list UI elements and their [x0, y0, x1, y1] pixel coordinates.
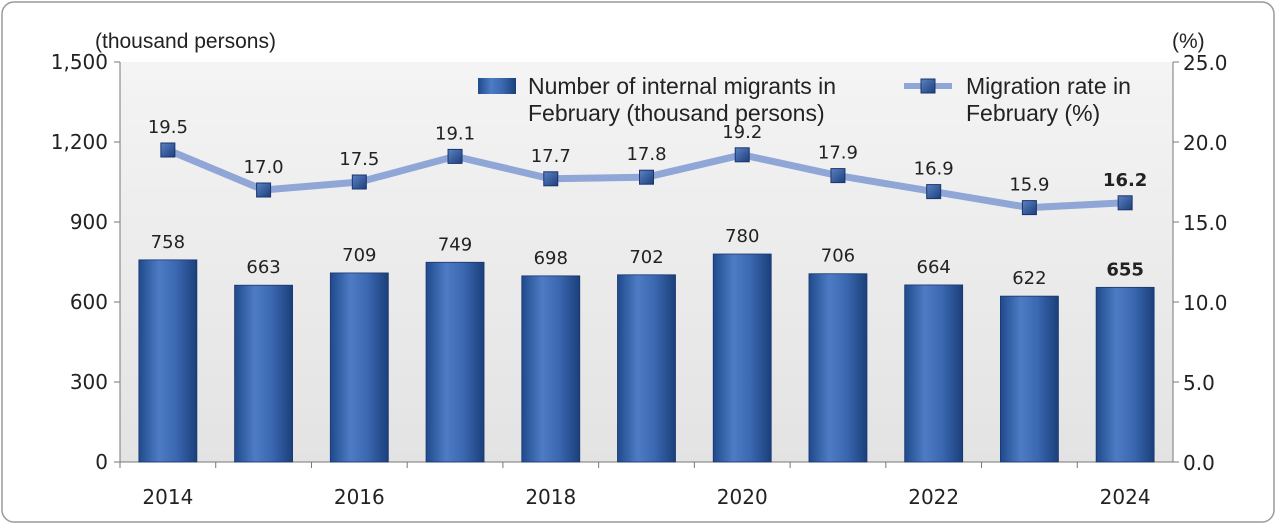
bar-value-label: 709: [342, 245, 376, 266]
right-tick-label: 0.0: [1183, 451, 1215, 475]
bar: [234, 284, 293, 463]
left-axis-unit-label: (thousand persons): [95, 30, 276, 53]
rate-marker: [256, 182, 272, 198]
legend-bar-swatch: [478, 78, 516, 94]
left-tick-label: 0: [95, 450, 108, 474]
legend-line-marker: [920, 78, 936, 94]
bar-value-label: 655: [1106, 259, 1144, 280]
left-tick-label: 1,500: [51, 50, 108, 74]
rate-value-label: 17.0: [244, 157, 284, 178]
bar-value-label: 664: [917, 257, 951, 278]
bar: [329, 272, 389, 463]
rate-marker: [639, 169, 654, 185]
left-tick-label: 900: [70, 210, 108, 234]
left-tick-label: 600: [70, 290, 108, 314]
rate-value-label: 16.9: [914, 159, 954, 180]
rate-value-label: 17.8: [626, 144, 666, 165]
legend-item-line: Migration rate in February (%): [904, 73, 1131, 126]
rate-value-label: 17.7: [531, 146, 571, 167]
legend: Number of internal migrants in February …: [478, 73, 1131, 126]
axes-layer: 0 300 600 900 1,200 1,500 0.0 5.0 10.0 15.0 20.0 25…: [51, 50, 1228, 509]
x-tick-label: 2022: [908, 485, 959, 509]
bar-value-label: 698: [534, 248, 568, 269]
legend-bar-label-line-1: Number of internal migrants in: [528, 73, 836, 99]
bar-value-label: 749: [438, 234, 472, 255]
x-tick-label: 2016: [334, 485, 385, 509]
rate-value-label: 17.9: [818, 143, 858, 164]
rate-value-label: 16.2: [1103, 170, 1147, 191]
left-tick-label: 1,200: [51, 130, 108, 154]
rate-marker: [447, 148, 463, 164]
bar: [1095, 286, 1155, 463]
rate-marker: [543, 171, 559, 187]
bar: [521, 275, 581, 463]
bar-value-label: 706: [821, 246, 855, 267]
bar-value-label: 758: [151, 232, 185, 253]
line-layer: [160, 142, 1133, 216]
rate-value-label: 17.5: [339, 149, 379, 170]
rate-marker: [734, 147, 750, 163]
right-tick-label: 20.0: [1183, 131, 1228, 155]
x-tick-label: 2020: [717, 485, 768, 509]
right-tick-label: 5.0: [1183, 371, 1215, 395]
legend-bar-label-line-2: February (thousand persons): [528, 100, 825, 126]
rate-marker: [351, 174, 367, 190]
legend-line-label-line-2: February (%): [966, 100, 1100, 126]
x-tick-label: 2024: [1100, 485, 1151, 509]
bar-value-label: 702: [629, 247, 663, 268]
right-axis-unit-label: (%): [1172, 30, 1205, 53]
rate-marker: [1021, 200, 1037, 216]
rate-value-label: 19.2: [722, 122, 762, 143]
bar: [617, 274, 676, 463]
bar-value-label: 780: [725, 226, 759, 247]
bar: [425, 261, 485, 463]
legend-line-label-line-1: Migration rate in: [966, 73, 1131, 99]
rate-value-label: 19.5: [148, 117, 188, 138]
right-tick-label: 15.0: [1183, 211, 1228, 235]
x-tick-label: 2014: [142, 485, 193, 509]
rate-marker: [830, 168, 846, 184]
bar: [1000, 295, 1059, 463]
bar: [808, 273, 868, 463]
right-tick-label: 10.0: [1183, 291, 1228, 315]
bars-layer: [138, 253, 1155, 463]
rate-value-label: 15.9: [1009, 175, 1049, 196]
legend-item-bars: Number of internal migrants in February …: [478, 73, 836, 126]
bar: [712, 253, 772, 463]
bar-value-label: 663: [246, 257, 280, 278]
bar: [904, 284, 964, 463]
rate-value-label: 19.1: [435, 123, 475, 144]
rate-marker: [160, 142, 176, 158]
left-tick-label: 300: [70, 370, 108, 394]
right-tick-label: 25.0: [1183, 51, 1228, 75]
bar: [138, 259, 198, 463]
bar-value-label: 622: [1012, 268, 1046, 289]
rate-marker: [926, 184, 942, 200]
x-tick-label: 2018: [525, 485, 576, 509]
labels-layer: 758 663 709 749 698 702 780 706 664 622 655 19.5 17.…: [148, 117, 1148, 289]
rate-marker: [1117, 195, 1133, 211]
